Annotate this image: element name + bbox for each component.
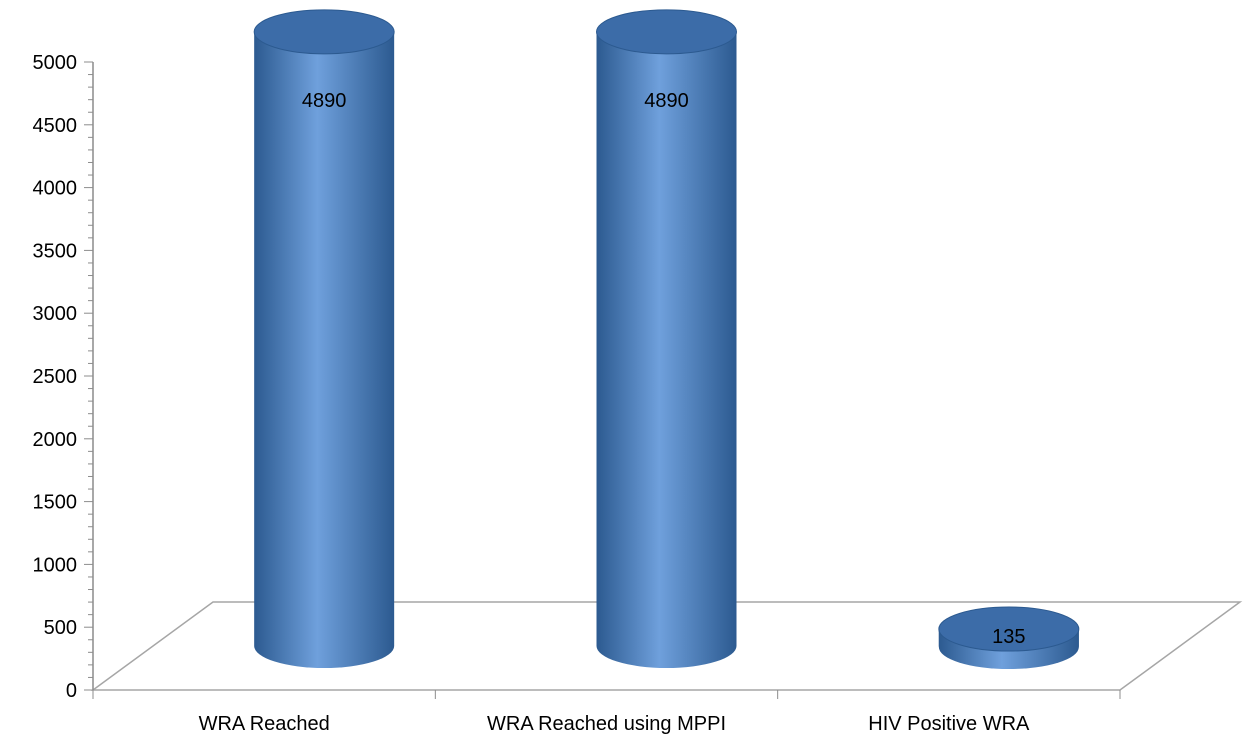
bar-top: [938, 606, 1080, 652]
y-tick-label: 1500: [33, 492, 78, 514]
data-label: 4890: [644, 90, 689, 112]
x-category-label: WRA Reached: [199, 713, 330, 735]
y-tick-label: 0: [66, 680, 77, 702]
data-label: 135: [992, 626, 1025, 648]
bar: [253, 9, 395, 669]
bar: [938, 606, 1080, 670]
y-tick-label: 4500: [33, 115, 78, 137]
y-tick-label: 3000: [33, 303, 78, 325]
y-tick-label: 3500: [33, 240, 78, 262]
y-tick-label: 5000: [33, 52, 78, 74]
bar-body: [596, 31, 737, 669]
y-tick-label: 2000: [33, 429, 78, 451]
data-label: 4890: [302, 90, 347, 112]
bar: [596, 9, 737, 669]
y-tick-label: 4000: [33, 178, 78, 200]
y-tick-label: 500: [44, 617, 77, 639]
bar-top: [253, 9, 395, 55]
y-tick-label: 2500: [33, 366, 78, 388]
y-tick-label: 1000: [33, 554, 78, 576]
x-category-label: HIV Positive WRA: [868, 713, 1030, 735]
bar-body: [254, 31, 395, 669]
x-category-label: WRA Reached using MPPI: [487, 713, 726, 735]
bar-top: [596, 9, 737, 55]
